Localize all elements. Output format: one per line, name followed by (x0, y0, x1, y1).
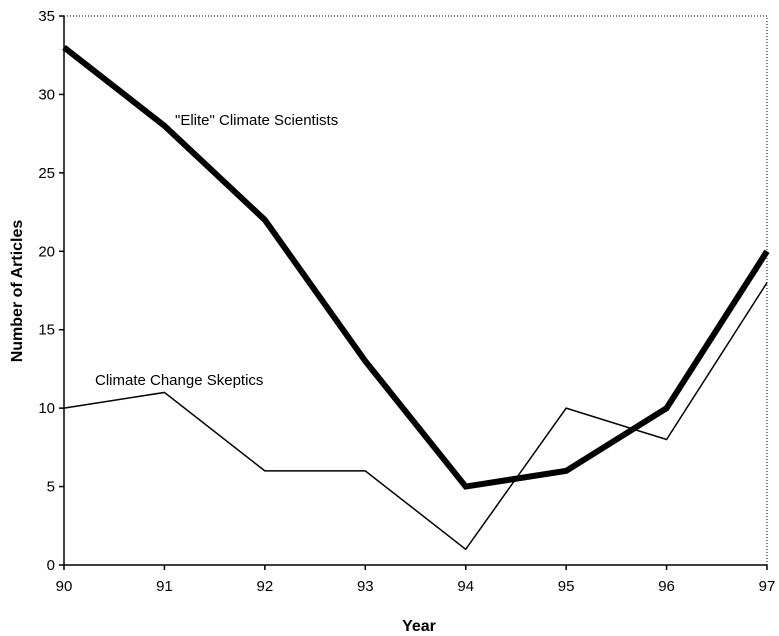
plot-area: 0 5 10 15 20 25 30 35 90 91 92 93 94 95 96 97 (38, 8, 775, 595)
series-label-skeptics: Climate Change Skeptics (95, 372, 263, 389)
x-tick-label: 92 (257, 578, 274, 595)
x-axis-ticks: 90 91 92 93 94 95 96 97 (56, 565, 776, 595)
x-tick-label: 90 (56, 578, 73, 595)
series-line-elite (62, 45, 770, 490)
series-lines (62, 45, 770, 551)
y-tick-label: 25 (38, 165, 55, 182)
series-label-elite: "Elite" Climate Scientists (175, 112, 338, 129)
x-tick-label: 93 (357, 578, 374, 595)
y-tick-label: 15 (38, 322, 55, 339)
y-tick-label: 5 (47, 479, 55, 496)
y-tick-label: 20 (38, 243, 55, 260)
x-tick-label: 94 (457, 578, 474, 595)
y-tick-label: 35 (38, 8, 55, 25)
x-tick-label: 95 (558, 578, 575, 595)
x-tick-label: 91 (156, 578, 173, 595)
x-axis-title: Year (402, 618, 436, 635)
y-axis-ticks: 0 5 10 15 20 25 30 35 (38, 8, 64, 574)
y-tick-label: 0 (47, 557, 55, 574)
y-axis-title: Number of Articles (9, 220, 26, 363)
y-tick-label: 10 (38, 400, 55, 417)
plot-frame (63, 15, 768, 566)
y-tick-label: 30 (38, 86, 55, 103)
x-tick-label: 96 (658, 578, 675, 595)
x-tick-label: 97 (759, 578, 776, 595)
series-line-skeptics (63, 282, 768, 551)
